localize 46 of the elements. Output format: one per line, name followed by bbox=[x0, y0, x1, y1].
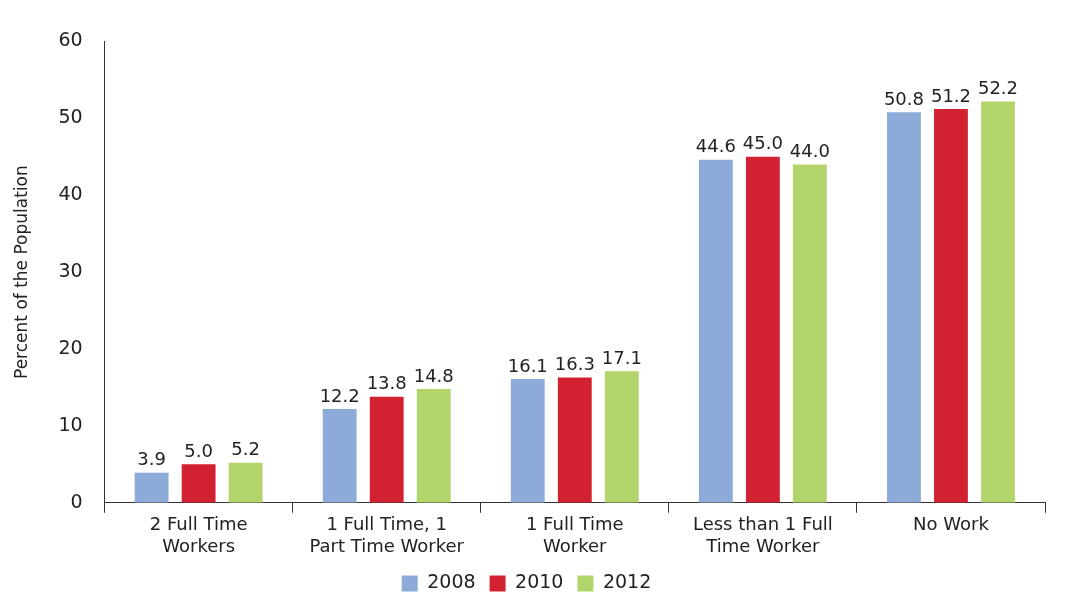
data-label: 17.1 bbox=[601, 346, 642, 368]
y-tick-label: 60 bbox=[58, 28, 83, 51]
y-tick-label: 30 bbox=[58, 259, 83, 282]
data-label: 12.2 bbox=[319, 384, 360, 406]
data-label: 16.1 bbox=[507, 354, 548, 376]
y-tick-label: 10 bbox=[58, 412, 83, 435]
x-tick-label: 1 Full Time Worker bbox=[525, 513, 624, 556]
bar bbox=[510, 378, 545, 503]
data-label: 5.2 bbox=[231, 438, 260, 460]
bar bbox=[792, 164, 827, 503]
data-label: 44.0 bbox=[789, 140, 830, 162]
x-tick-label: Less than 1 Full Time Worker bbox=[692, 513, 833, 556]
x-tick-label: No Work bbox=[913, 513, 990, 535]
bar bbox=[181, 464, 216, 503]
x-tick-label: 2 Full Time Workers bbox=[149, 513, 248, 556]
bar bbox=[416, 388, 451, 503]
data-label: 44.6 bbox=[695, 135, 736, 157]
data-label: 16.3 bbox=[554, 353, 595, 375]
data-label: 51.2 bbox=[930, 84, 971, 106]
legend-label: 2010 bbox=[515, 570, 564, 593]
data-label: 50.8 bbox=[883, 87, 924, 109]
legend-label: 2012 bbox=[602, 570, 652, 593]
bar bbox=[369, 396, 404, 503]
bar bbox=[134, 472, 169, 503]
data-label: 45.0 bbox=[742, 132, 783, 154]
x-tick-label: 1 Full Time, 1 Part Time Worker bbox=[309, 513, 465, 556]
bar bbox=[887, 112, 921, 503]
bar bbox=[698, 159, 733, 503]
y-tick-label: 0 bbox=[70, 489, 83, 512]
bar bbox=[981, 101, 1015, 503]
bar bbox=[322, 408, 357, 503]
bar bbox=[934, 109, 968, 503]
data-label: 3.9 bbox=[137, 448, 166, 470]
data-label: 14.8 bbox=[413, 364, 454, 386]
y-tick-label: 20 bbox=[58, 335, 83, 358]
y-tick-label: 40 bbox=[58, 182, 83, 205]
bar bbox=[604, 371, 639, 503]
y-axis-title: Percent of the Population bbox=[10, 165, 31, 379]
y-tick-label: 50 bbox=[58, 105, 83, 128]
data-label: 5.0 bbox=[184, 440, 213, 462]
data-label: 13.8 bbox=[366, 372, 407, 394]
bar bbox=[745, 156, 780, 503]
legend-label: 2008 bbox=[427, 570, 476, 593]
data-label: 52.2 bbox=[977, 77, 1019, 99]
bar bbox=[557, 377, 592, 503]
bar bbox=[228, 462, 263, 503]
